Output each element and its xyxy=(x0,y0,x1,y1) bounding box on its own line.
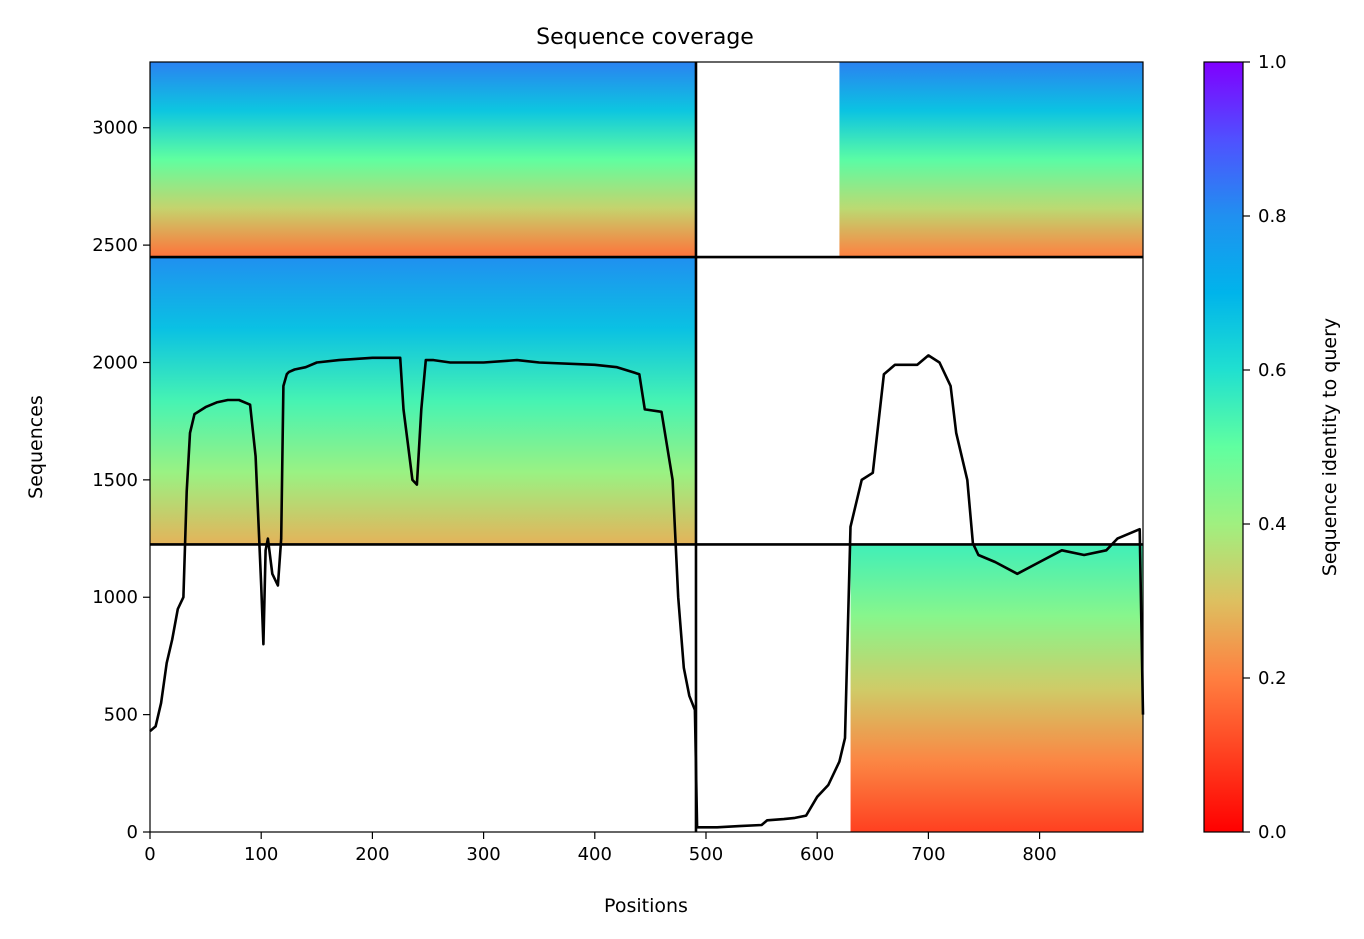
x-tick-label: 200 xyxy=(355,844,389,865)
colorbar-tick-label: 0.4 xyxy=(1258,514,1287,535)
colorbar-tick-label: 0.0 xyxy=(1258,822,1287,843)
coverage-region-block-0-2 xyxy=(850,544,1143,832)
x-axis-label: Positions xyxy=(604,895,688,917)
y-axis: 0 500 1000 1500 2000 2500 3000 xyxy=(92,118,150,843)
colorbar: 0.0 0.2 0.4 0.6 0.8 1.0 Sequence identity to … xyxy=(1203,52,1341,843)
coverage-line xyxy=(149,354,1145,829)
colorbar-tick-label: 1.0 xyxy=(1258,52,1287,73)
colorbar-frame xyxy=(1203,61,1244,833)
x-tick-label: 600 xyxy=(800,844,834,865)
y-tick-label: 3000 xyxy=(92,118,138,139)
colorbar-ticks: 0.0 0.2 0.4 0.6 0.8 1.0 xyxy=(1243,52,1287,843)
x-tick-label: 700 xyxy=(911,844,945,865)
y-axis-label: Sequences xyxy=(25,395,47,499)
y-tick-label: 0 xyxy=(127,822,138,843)
colorbar-gradient xyxy=(1204,62,1243,832)
y-tick-label: 1000 xyxy=(92,587,138,608)
colorbar-label: Sequence identity to query xyxy=(1319,318,1341,576)
y-tick-label: 2000 xyxy=(92,352,138,373)
chart-title: Sequence coverage xyxy=(536,25,754,50)
coverage-region-block-2-1 xyxy=(150,62,696,258)
x-tick-label: 300 xyxy=(466,844,500,865)
colorbar-tick-label: 0.8 xyxy=(1258,206,1287,227)
x-tick-label: 500 xyxy=(689,844,723,865)
coverage-region-block-2-2 xyxy=(839,62,1143,258)
x-tick-label: 100 xyxy=(244,844,278,865)
x-tick-label: 800 xyxy=(1022,844,1056,865)
y-tick-label: 2500 xyxy=(92,235,138,256)
y-tick-label: 500 xyxy=(104,705,138,726)
colorbar-tick-label: 0.2 xyxy=(1258,668,1287,689)
x-tick-label: 400 xyxy=(578,844,612,865)
plot-frame xyxy=(149,61,1144,833)
x-axis: 0 100 200 300 400 500 600 700 800 xyxy=(144,832,1057,865)
block-boundaries xyxy=(150,62,1143,832)
colorbar-tick-label: 0.6 xyxy=(1258,360,1287,381)
y-tick-label: 1500 xyxy=(92,470,138,491)
x-tick-label: 0 xyxy=(144,844,155,865)
plot-area xyxy=(149,61,1145,833)
